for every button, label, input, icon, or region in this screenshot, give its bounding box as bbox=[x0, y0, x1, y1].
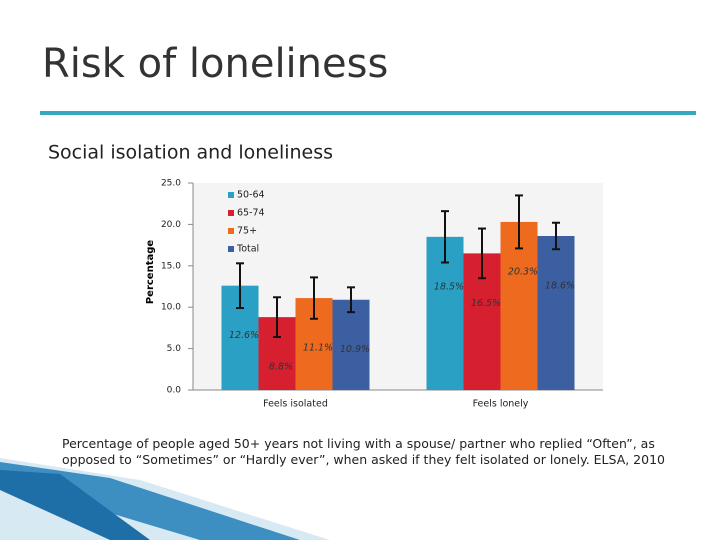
value-label: 10.9% bbox=[340, 344, 370, 355]
legend-swatch bbox=[228, 246, 234, 252]
x-tick-label: Feels isolated bbox=[263, 399, 328, 410]
value-label: 12.6% bbox=[229, 330, 259, 341]
error-bar bbox=[552, 221, 560, 251]
legend-swatch bbox=[228, 210, 234, 216]
legend-swatch bbox=[228, 192, 234, 198]
bar bbox=[500, 221, 538, 390]
error-bar bbox=[441, 210, 449, 264]
value-label: 20.3% bbox=[508, 266, 538, 277]
chart-title: Social isolation and loneliness bbox=[48, 142, 333, 164]
title-rule bbox=[40, 111, 696, 115]
y-tick-label: 10.0 bbox=[161, 303, 181, 313]
y-tick-label: 5.0 bbox=[167, 344, 182, 354]
legend-label: 65-74 bbox=[237, 208, 265, 219]
y-tick-label: 15.0 bbox=[161, 261, 181, 271]
value-label: 18.5% bbox=[434, 281, 464, 292]
error-bar bbox=[515, 194, 523, 250]
caption: Percentage of people aged 50+ years not … bbox=[62, 436, 665, 467]
error-bar bbox=[273, 296, 281, 339]
value-label: 18.6% bbox=[545, 280, 575, 291]
x-tick-label: Feels lonely bbox=[473, 399, 529, 410]
legend-label: 50-64 bbox=[237, 190, 265, 201]
y-axis-label: Percentage bbox=[145, 240, 156, 305]
legend-label: 75+ bbox=[237, 226, 257, 237]
y-tick-label: 20.0 bbox=[161, 220, 181, 230]
bar bbox=[537, 235, 575, 390]
decoration bbox=[0, 470, 150, 540]
error-bar bbox=[310, 276, 318, 320]
legend-swatch bbox=[228, 228, 234, 234]
error-bar bbox=[236, 262, 244, 310]
decoration bbox=[0, 462, 300, 540]
error-bar bbox=[478, 227, 486, 280]
value-label: 11.1% bbox=[303, 343, 333, 354]
y-tick-label: 0.0 bbox=[167, 386, 182, 396]
value-label: 8.8% bbox=[269, 362, 293, 373]
y-tick-label: 25.0 bbox=[161, 179, 181, 189]
legend-label: Total bbox=[236, 244, 259, 255]
slide-title: Risk of loneliness bbox=[42, 41, 388, 87]
value-label: 16.5% bbox=[471, 298, 501, 309]
error-bar bbox=[347, 286, 355, 314]
bar bbox=[332, 299, 370, 390]
